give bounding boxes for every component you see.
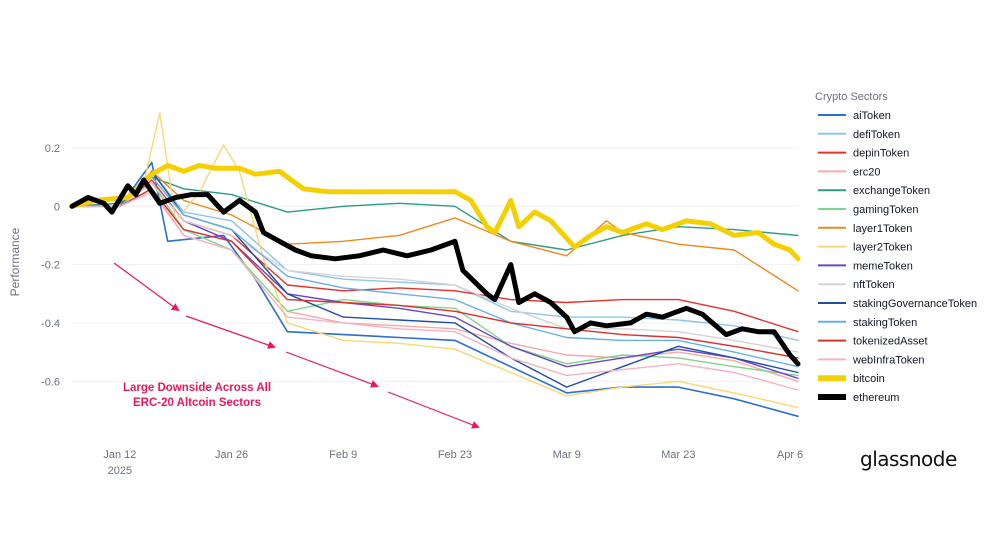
legend: aiToken defiToken depinToken erc20 exchangeT… [818, 110, 977, 404]
legend-item-stakingToken[interactable]: stakingToken [818, 317, 917, 329]
y-tick-label: -0.4 [41, 318, 60, 330]
series-line-depinToken [71, 179, 799, 333]
legend-item-ethereum[interactable]: ethereum [818, 392, 899, 404]
x-tick-label: Mar 23 [661, 449, 695, 461]
legend-item-stakingGovernanceToken[interactable]: stakingGovernanceToken [818, 298, 977, 310]
legend-title: Crypto Sectors [815, 91, 888, 103]
series-line-layer2Token [71, 112, 799, 409]
x-tick-label: Mar 9 [553, 449, 581, 461]
y-tick-labels: 0.2 0 -0.2 -0.4 -0.6 [41, 143, 60, 388]
annotation-arrow [113, 262, 180, 312]
y-tick-label: -0.6 [41, 376, 60, 388]
legend-label: ethereum [853, 392, 899, 404]
legend-item-erc20[interactable]: erc20 [818, 166, 881, 178]
legend-label: gamingToken [853, 204, 918, 216]
legend-label: nftToken [853, 279, 895, 291]
legend-item-defiToken[interactable]: defiToken [818, 129, 900, 141]
legend-item-layer1Token[interactable]: layer1Token [818, 223, 912, 235]
legend-label: stakingGovernanceToken [853, 298, 977, 310]
x-tick-labels: Jan 12 2025 Jan 26 Feb 9 Feb 23 Mar 9 Mar 23 Ap… [103, 449, 803, 477]
legend-item-depinToken[interactable]: depinToken [818, 148, 909, 160]
series-line-nftToken [71, 182, 799, 353]
annotation-line-2: ERC-20 Altcoin Sectors [133, 397, 261, 409]
glassnode-logo: glassnode [860, 447, 957, 471]
legend-item-gamingToken[interactable]: gamingToken [818, 204, 918, 216]
series-line-stakingGovernanceToken [71, 170, 799, 388]
legend-label: webInfraToken [852, 354, 925, 366]
series-line-bitcoin [69, 162, 801, 262]
series-line-stakingToken [71, 176, 799, 368]
legend-item-tokenizedAsset[interactable]: tokenizedAsset [818, 336, 928, 348]
legend-item-exchangeToken[interactable]: exchangeToken [818, 185, 930, 197]
x-tick-label: Jan 26 [215, 449, 248, 461]
legend-label: defiToken [853, 129, 900, 141]
legend-item-webInfraToken[interactable]: webInfraToken [818, 354, 925, 366]
legend-item-layer2Token[interactable]: layer2Token [818, 242, 912, 254]
legend-label: bitcoin [853, 373, 885, 385]
series-lines [69, 112, 801, 418]
legend-label: exchangeToken [853, 185, 930, 197]
series-line-layer1Token [71, 170, 799, 292]
annotation-line-1: Large Downside Across All [123, 382, 271, 394]
y-tick-label: 0 [54, 201, 60, 213]
series-line-ethereum [69, 177, 801, 367]
x-tick-label: Feb 23 [438, 449, 472, 461]
y-tick-label: 0.2 [45, 143, 60, 155]
legend-item-bitcoin[interactable]: bitcoin [818, 373, 885, 385]
x-tick-label: Jan 12 [103, 449, 136, 461]
annotation-arrow [185, 315, 276, 349]
legend-item-nftToken[interactable]: nftToken [818, 279, 895, 291]
y-tick-label: -0.2 [41, 260, 60, 272]
annotation-arrows [113, 262, 480, 429]
annotation-arrow [285, 351, 379, 388]
legend-item-memeToken[interactable]: memeToken [818, 260, 913, 272]
legend-label: layer1Token [853, 223, 912, 235]
legend-label: aiToken [853, 110, 891, 122]
legend-label: layer2Token [853, 242, 912, 254]
legend-label: tokenizedAsset [853, 336, 928, 348]
y-axis-label: Performance [8, 227, 22, 296]
series-line-webInfraToken [71, 191, 799, 391]
y-gridlines [72, 147, 798, 382]
legend-label: erc20 [853, 166, 881, 178]
legend-label: depinToken [853, 148, 909, 160]
legend-label: memeToken [853, 260, 913, 272]
legend-label: stakingToken [853, 317, 917, 329]
annotation-arrow [387, 391, 480, 429]
x-tick-label: Apr 6 [777, 449, 803, 461]
legend-item-aiToken[interactable]: aiToken [818, 110, 891, 122]
x-tick-label: Feb 9 [329, 449, 357, 461]
x-tick-sublabel: 2025 [108, 465, 132, 477]
